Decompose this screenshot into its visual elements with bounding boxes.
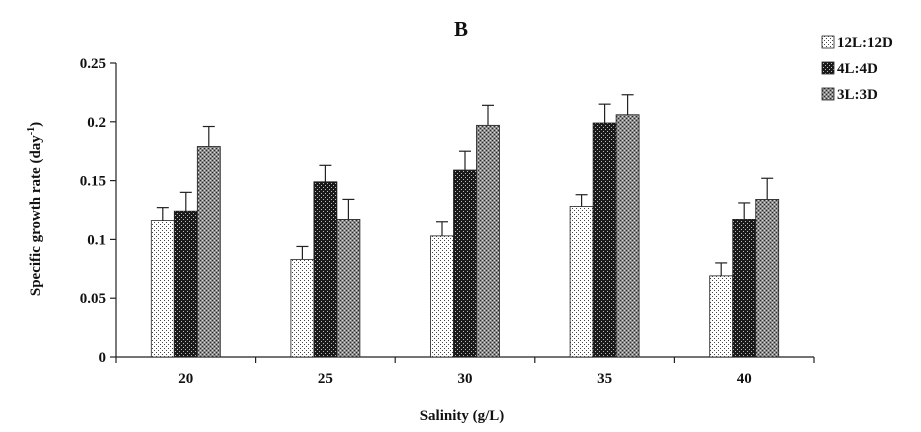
bar — [313, 181, 338, 358]
bars — [150, 114, 780, 358]
chart-title: B — [454, 17, 468, 41]
bar — [150, 220, 175, 358]
y-tick-label: 0.15 — [80, 174, 106, 190]
y-tick-label: 0 — [99, 350, 107, 366]
x-axis: 20 25 30 35 40 — [115, 356, 815, 387]
y-tick-label: 0.2 — [87, 115, 106, 131]
legend-swatch — [821, 61, 835, 75]
bar — [569, 206, 594, 358]
y-tick-label: 0.05 — [80, 291, 106, 307]
y-tick-label: 0.25 — [80, 56, 106, 72]
bar — [709, 275, 734, 358]
x-axis-label: Salinity (g/L) — [420, 408, 505, 424]
bar — [615, 114, 640, 358]
bar — [336, 219, 361, 358]
bar — [732, 219, 757, 358]
y-tick-label: 0.1 — [87, 232, 106, 248]
x-tick-label: 30 — [458, 371, 473, 387]
bar — [173, 210, 198, 358]
legend-label: 4L:4D — [837, 61, 878, 77]
bar — [755, 199, 780, 358]
bar — [453, 169, 477, 358]
legend-swatch — [821, 87, 835, 101]
y-axis-label: Specific growth rate (day-1) — [26, 122, 44, 296]
bar — [430, 235, 454, 358]
error-bars — [156, 94, 774, 276]
y-axis: 0 0.05 0.1 0.15 0.2 0.25 — [80, 56, 117, 366]
bar — [476, 124, 500, 358]
x-tick-label: 40 — [737, 371, 752, 387]
x-tick-label: 20 — [178, 371, 193, 387]
bar — [290, 258, 315, 358]
bar — [592, 122, 617, 358]
legend: 12L:12D 4L:4D 3L:3D — [821, 35, 893, 103]
x-tick-label: 35 — [597, 371, 612, 387]
legend-swatch — [821, 35, 835, 49]
y-axis-label-superscript: -1 — [26, 127, 37, 135]
bar — [196, 146, 221, 358]
legend-label: 12L:12D — [837, 35, 893, 51]
x-tick-label: 25 — [318, 371, 333, 387]
legend-label: 3L:3D — [837, 87, 878, 103]
